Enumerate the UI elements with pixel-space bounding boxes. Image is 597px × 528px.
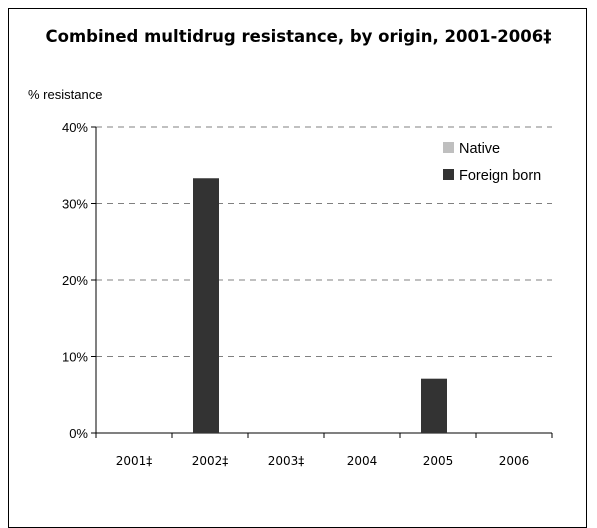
chart-title: Combined multidrug resistance, by origin…	[45, 27, 552, 46]
x-tick-label: 2003‡	[268, 454, 305, 468]
y-axis-label: % resistance	[28, 87, 103, 102]
legend-swatch-foreign-born	[443, 169, 454, 180]
legend-label: Foreign born	[459, 168, 541, 184]
y-tick-label: 0%	[69, 426, 88, 441]
y-tick-label: 10%	[62, 350, 88, 365]
bar-foreign-born	[421, 378, 447, 433]
legend-label: Native	[459, 141, 500, 157]
y-tick-label: 40%	[62, 120, 88, 135]
y-tick-label: 30%	[62, 197, 88, 212]
x-tick-label: 2006	[499, 454, 530, 468]
x-tick-label: 2005	[423, 454, 454, 468]
x-tick-label: 2004	[347, 454, 378, 468]
bar-foreign-born	[193, 178, 219, 433]
bar-chart: 0% 10% 20% 30% 40% 2001‡ 2002‡ 2003‡ 2004 2005 200…	[62, 120, 553, 468]
x-tick-label: 2002‡	[192, 454, 229, 468]
legend-swatch-native	[443, 142, 454, 153]
y-tick-label: 20%	[62, 273, 88, 288]
chart-frame	[8, 8, 587, 528]
x-tick-label: 2001‡	[116, 454, 153, 468]
